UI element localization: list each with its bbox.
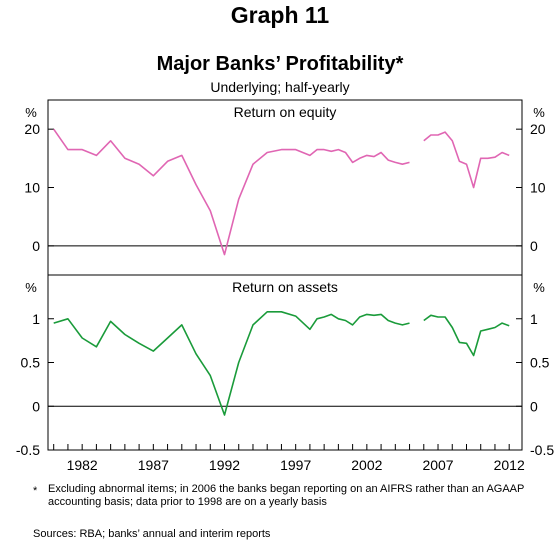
roe-panel-title: Return on equity [234, 104, 337, 120]
roa-ytick-label-right: 0.5 [530, 355, 550, 371]
roa-ytick-label-left: 0.5 [21, 355, 41, 371]
roe-series-line-2 [423, 131, 510, 189]
footnote-marker: * [33, 485, 38, 497]
xtick-label: 2007 [422, 457, 453, 473]
graph-label: Graph 11 [230, 2, 330, 28]
roa-ytick-label-left: 0 [32, 398, 40, 414]
roe-series-line-1 [53, 128, 410, 256]
xtick-label: 1987 [138, 457, 169, 473]
xtick-label: 2002 [351, 457, 382, 473]
sources-note: Sources: RBA; banks’ annual and interim … [33, 528, 271, 540]
roa-panel-title: Return on assets [232, 279, 338, 295]
roe-ytick-label-left: 0 [32, 238, 40, 254]
roe-unit-label-left: % [25, 105, 37, 120]
roa-series-line-2 [423, 314, 510, 357]
roa-series-line-1 [53, 311, 410, 416]
xtick-label: 2012 [494, 457, 525, 473]
footnote: Excluding abnormal items; in 2006 the ba… [48, 483, 525, 508]
roe-ytick-label-left: 20 [24, 121, 40, 137]
roe-unit-label-right: % [533, 105, 545, 120]
chart-subtitle: Underlying; half-yearly [210, 79, 350, 95]
roa-ytick-label-left: 1 [32, 311, 40, 327]
roa-unit-label-right: % [533, 280, 545, 295]
xtick-label: 1997 [280, 457, 311, 473]
roe-ytick-label-left: 10 [24, 180, 40, 196]
roa-ytick-label-left: -0.5 [16, 442, 40, 458]
roa-unit-label-left: % [25, 280, 37, 295]
roa-ytick-label-right: 1 [530, 311, 538, 327]
roa-ytick-label-right: 0 [530, 398, 538, 414]
roa-ytick-label-right: -0.5 [530, 442, 554, 458]
chart-title: Major Banks’ Profitability* [156, 53, 404, 75]
roe-ytick-label-right: 10 [530, 180, 546, 196]
roe-ytick-label-right: 0 [530, 238, 538, 254]
xtick-label: 1992 [209, 457, 240, 473]
roe-ytick-label-right: 20 [530, 121, 546, 137]
xtick-label: 1982 [67, 457, 98, 473]
